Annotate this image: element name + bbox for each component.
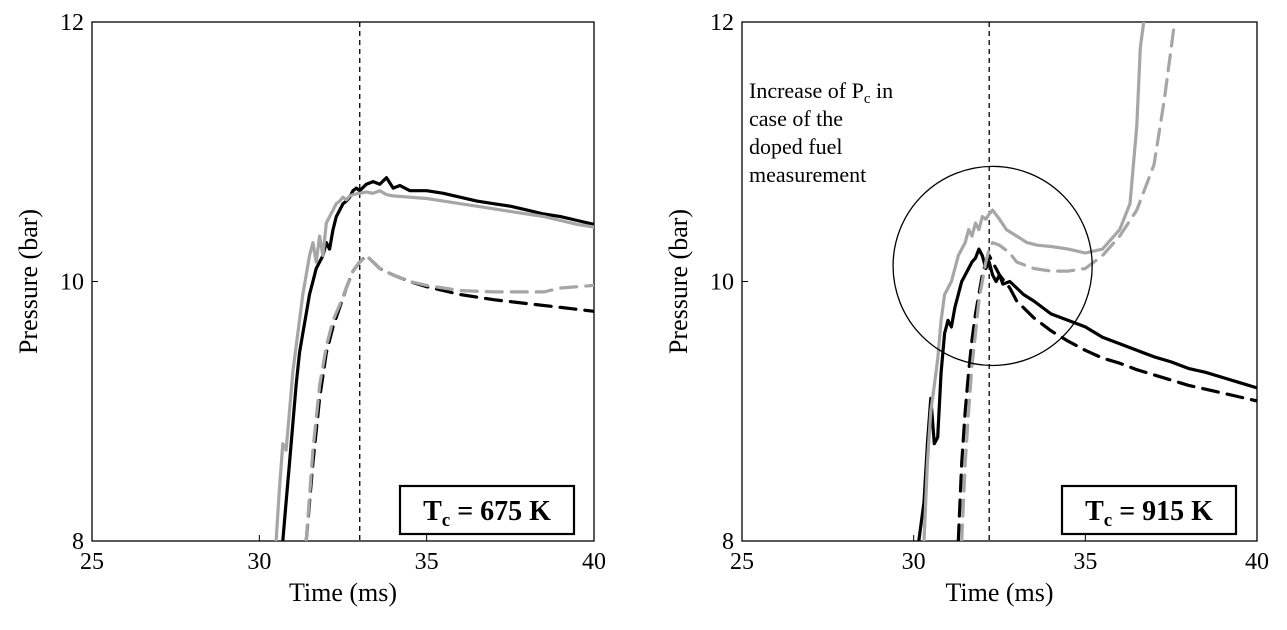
annotation-line: case of the [749,106,843,131]
series-line-2 [274,189,594,541]
x-tick-label: 35 [415,549,439,575]
x-axis-label: Time (ms) [945,578,1053,607]
y-tick-label: 10 [710,270,734,296]
x-axis-label: Time (ms) [289,578,397,607]
y-axis-label: Pressure (bar) [664,209,693,354]
y-tick-label: 8 [72,529,84,555]
x-tick-label: 30 [902,549,926,575]
x-tick-label: 30 [247,549,271,575]
x-tick-label: 25 [730,549,754,575]
annotation-line: Increase of Pc in [749,78,893,107]
highlight-circle [892,165,1093,367]
condition-label: Tc = 675 K [423,496,551,531]
x-tick-label: 40 [582,549,606,575]
plot-frame [91,21,595,542]
condition-label: Tc = 915 K [1085,496,1213,531]
y-tick-label: 12 [60,10,84,36]
y-tick-label: 10 [60,270,84,296]
condition-label-box [1060,484,1238,536]
series-line-2 [922,22,1146,541]
pressure-chart-915k: 25 30 35 40 8 10 12 Time (ms) Pressure (bar) Incr… [664,10,1269,607]
x-tick-label: 35 [1073,549,1097,575]
x-tick-label: 40 [1245,549,1269,575]
y-tick-label: 8 [722,529,734,555]
pressure-chart-675k: 25 30 35 40 8 10 12 Time (ms) Pressure (bar) Tc =… [14,10,606,607]
series-line-1 [917,247,1257,541]
annotation-line: measurement [749,162,866,187]
annotation-line: doped fuel [749,134,842,159]
series-line-3 [956,254,1257,541]
x-tick-label: 25 [80,549,104,575]
y-tick-label: 12 [710,10,734,36]
y-axis-label: Pressure (bar) [14,209,43,354]
series-line-4 [304,254,594,541]
condition-label-box [398,484,576,536]
series-line-4 [960,22,1177,541]
